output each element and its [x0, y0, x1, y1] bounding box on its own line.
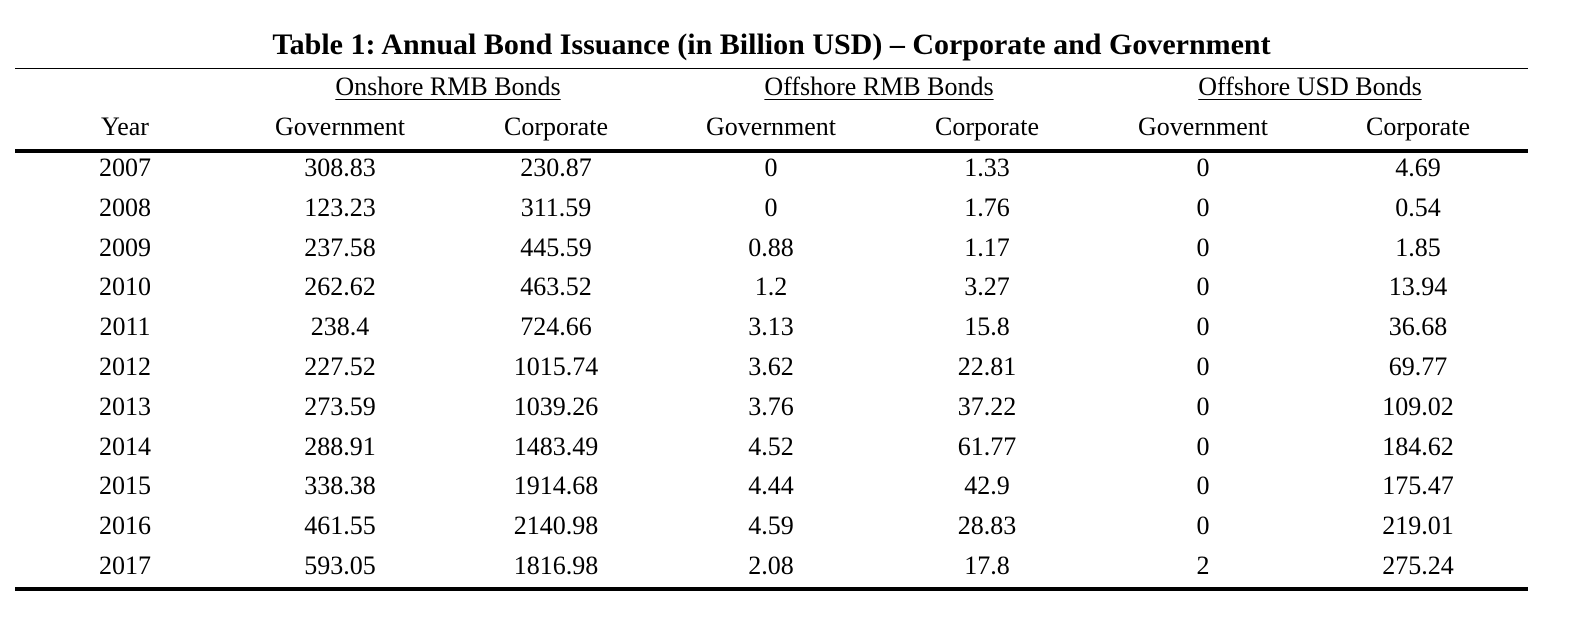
- table-cell: 37.22: [957, 391, 1017, 421]
- table-cell: 0: [1196, 153, 1210, 182]
- table-cell: 1.33: [964, 153, 1010, 182]
- table-cell: 2.08: [748, 551, 794, 580]
- group-header: Offshore RMB Bonds: [679, 69, 1079, 105]
- table-cell: 0: [1196, 312, 1210, 342]
- table-cell: 0: [1196, 232, 1210, 262]
- row-year: 2007: [99, 153, 151, 182]
- table-cell: 1914.68: [513, 471, 599, 501]
- table-cell: 0: [1196, 471, 1210, 501]
- table-cell: 69.77: [1388, 352, 1448, 381]
- table-cell: 0: [1196, 192, 1210, 222]
- table-cell: 123.23: [304, 192, 376, 222]
- table-cell: 109.02: [1382, 391, 1454, 421]
- table-cell: 227.52: [304, 352, 376, 381]
- row-year: 2014: [99, 431, 151, 461]
- table-cell: 445.59: [520, 232, 592, 262]
- table-cell: 0.88: [748, 232, 794, 262]
- table-cell: 184.62: [1382, 431, 1454, 461]
- group-header-label: Offshore USD Bonds: [1198, 72, 1422, 101]
- table-cell: 175.47: [1382, 471, 1454, 501]
- column-header: Corporate: [504, 112, 608, 141]
- table-cell: 0: [1196, 272, 1210, 302]
- table-cell: 22.81: [957, 352, 1017, 381]
- column-header: Government: [275, 112, 405, 141]
- table-cell: 463.52: [520, 272, 592, 302]
- row-year: 2015: [99, 471, 151, 501]
- header-rule: [15, 149, 1528, 153]
- row-year: 2011: [99, 312, 151, 342]
- table-cell: 4.52: [748, 431, 794, 461]
- table-cell: 15.8: [964, 312, 1010, 342]
- table-cell: 3.62: [748, 352, 794, 381]
- table-cell: 3.13: [748, 312, 794, 342]
- row-year: 2017: [99, 551, 151, 580]
- table-cell: 1.2: [754, 272, 788, 302]
- column-header: Corporate: [1366, 112, 1470, 141]
- table-cell: 288.91: [304, 431, 376, 461]
- table-cell: 2: [1196, 551, 1210, 580]
- table-cell: 0: [1196, 431, 1210, 461]
- group-header: Onshore RMB Bonds: [248, 69, 648, 105]
- row-year: 2016: [99, 511, 151, 541]
- bottom-rule: [15, 587, 1528, 591]
- table-cell: 238.4: [310, 312, 370, 342]
- table-cell: 61.77: [957, 431, 1017, 461]
- table-cell: 3.76: [748, 391, 794, 421]
- table-cell: 724.66: [520, 312, 592, 342]
- table-cell: 4.44: [748, 471, 794, 501]
- table-cell: 3.27: [964, 272, 1010, 302]
- table-cell: 4.59: [748, 511, 794, 541]
- table-cell: 593.05: [304, 551, 376, 580]
- table-cell: 28.83: [957, 511, 1017, 541]
- table-cell: 0: [1196, 391, 1210, 421]
- table-cell: 1483.49: [513, 431, 599, 461]
- table-cell: 1.17: [964, 232, 1010, 262]
- table-cell: 262.62: [304, 272, 376, 302]
- table-cell: 0.54: [1395, 192, 1441, 222]
- top-rule: [15, 68, 1528, 69]
- table-cell: 0: [1196, 511, 1210, 541]
- row-year: 2012: [99, 352, 151, 381]
- column-header: Year: [101, 112, 149, 141]
- column-header: Government: [1138, 112, 1268, 141]
- row-year: 2009: [99, 232, 151, 262]
- table-cell: 275.24: [1382, 551, 1454, 580]
- group-header-label: Offshore RMB Bonds: [764, 72, 994, 101]
- row-year: 2013: [99, 391, 151, 421]
- table-cell: 230.87: [520, 153, 592, 182]
- group-header-label: Onshore RMB Bonds: [335, 72, 561, 101]
- table-cell: 13.94: [1388, 272, 1448, 302]
- table-cell: 42.9: [964, 471, 1010, 501]
- column-header: Corporate: [935, 112, 1039, 141]
- table-cell: 2140.98: [513, 511, 599, 541]
- table-cell: 308.83: [304, 153, 376, 182]
- table-cell: 1.85: [1395, 232, 1441, 262]
- table-cell: 0: [1196, 352, 1210, 381]
- table-cell: 273.59: [304, 391, 376, 421]
- table-cell: 4.69: [1395, 153, 1441, 182]
- group-header: Offshore USD Bonds: [1110, 69, 1510, 105]
- column-header: Government: [706, 112, 836, 141]
- row-year: 2008: [99, 192, 151, 222]
- table-cell: 1039.26: [513, 391, 599, 421]
- table-cell: 1.76: [964, 192, 1010, 222]
- table-cell: 237.58: [304, 232, 376, 262]
- table-cell: 311.59: [520, 192, 592, 222]
- table-title: Table 1: Annual Bond Issuance (in Billio…: [272, 28, 1271, 61]
- row-year: 2010: [99, 272, 151, 302]
- table-cell: 1816.98: [513, 551, 599, 580]
- table-cell: 461.55: [304, 511, 376, 541]
- table-cell: 0: [764, 153, 778, 182]
- table-cell: 17.8: [964, 551, 1010, 580]
- table-cell: 1015.74: [513, 352, 599, 381]
- table-cell: 338.38: [304, 471, 376, 501]
- table-cell: 36.68: [1388, 312, 1448, 342]
- table-cell: 219.01: [1382, 511, 1454, 541]
- table-cell: 0: [764, 192, 778, 222]
